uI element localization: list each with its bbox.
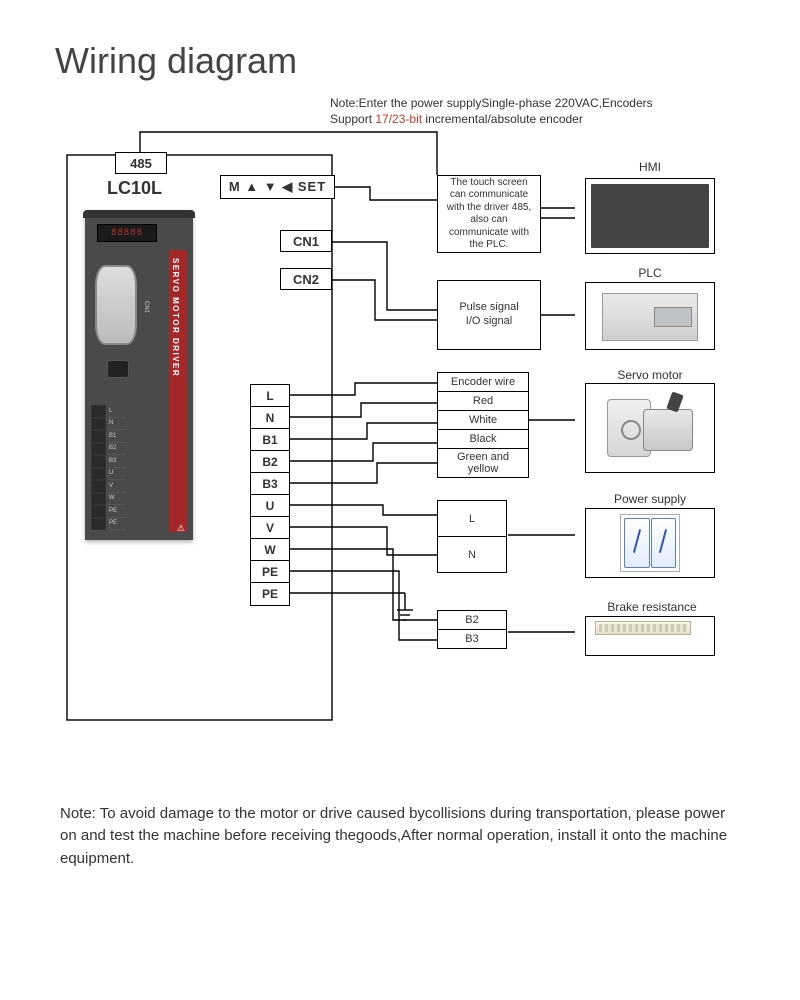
driver-terminal-block [91,405,106,530]
brake-resistor-icon [595,621,705,651]
top-note-line1: Note:Enter the power supplySingle-phase … [330,96,653,110]
port-cn1: CN1 [280,230,332,252]
power-pin-n: N [438,537,507,573]
power-supply-label: Power supply [585,492,715,506]
brake-pin-b3: B3 [438,630,507,649]
servo-driver-device: 88888 SERVO MOTOR DRIVER LNB1B2B3UVWPEPE… [85,210,193,540]
servo-motor-icon [605,391,695,466]
terminal-n: N [251,407,289,429]
terminal-l: L [251,385,289,407]
encoder-color-green-and-yellow: Green and yellow [438,449,529,478]
servo-motor-label: Servo motor [585,368,715,382]
model-label: LC10L [107,178,162,199]
terminal-pe: PE [251,583,289,605]
terminal-w: W [251,539,289,561]
pulse-line1: Pulse signal [444,301,534,315]
plc-icon [600,289,700,343]
terminal-b3: B3 [251,473,289,495]
terminal-v: V [251,517,289,539]
power-pin-table: LN [437,500,507,573]
pulse-signal-desc: Pulse signal I/O signal [437,280,541,350]
warning-icon: ⚠ [177,523,185,534]
driver-terminal-labels: LNB1B2B3UVWPEPE [108,405,126,530]
brake-resistance-device [585,616,715,656]
terminal-b2: B2 [251,451,289,473]
page-title: Wiring diagram [55,40,750,82]
encoder-wire-table: Encoder wireRedWhiteBlackGreen and yello… [437,372,529,478]
bus-485-label: 485 [115,152,167,174]
plc-device [585,282,715,350]
driver-display: 88888 [97,224,157,242]
brake-pin-b2: B2 [438,611,507,630]
power-supply-device [585,508,715,578]
driver-cn1-connector [95,265,137,345]
touch-screen-desc: The touch screen can communicate with th… [437,175,541,253]
driver-side-text: SERVO MOTOR DRIVER [171,258,180,377]
wiring-diagram: 485 LC10L M ▲ ▼ ◀ SET CN1 CN2 LNB1B2B3UV… [55,120,750,760]
brake-resistance-label: Brake resistance [577,600,727,614]
encoder-color-white: White [438,411,529,430]
servo-motor-device [585,383,715,473]
brake-pin-table: B2B3 [437,610,507,649]
plc-label: PLC [595,266,705,280]
power-pin-l: L [438,501,507,537]
set-panel: M ▲ ▼ ◀ SET [220,175,335,199]
encoder-header: Encoder wire [438,373,529,392]
driver-cn2-connector [107,360,129,378]
hmi-label: HMI [595,160,705,174]
hmi-device [585,178,715,254]
hmi-screen-icon [605,187,695,245]
terminal-u: U [251,495,289,517]
encoder-color-black: Black [438,430,529,449]
breaker-icon [620,514,680,572]
port-cn2: CN2 [280,268,332,290]
pulse-line2: I/O signal [444,315,534,329]
terminal-column: LNB1B2B3UVWPEPE [250,384,290,606]
terminal-b1: B1 [251,429,289,451]
terminal-pe: PE [251,561,289,583]
bottom-note: Note: To avoid damage to the motor or dr… [60,803,740,871]
encoder-color-red: Red [438,392,529,411]
